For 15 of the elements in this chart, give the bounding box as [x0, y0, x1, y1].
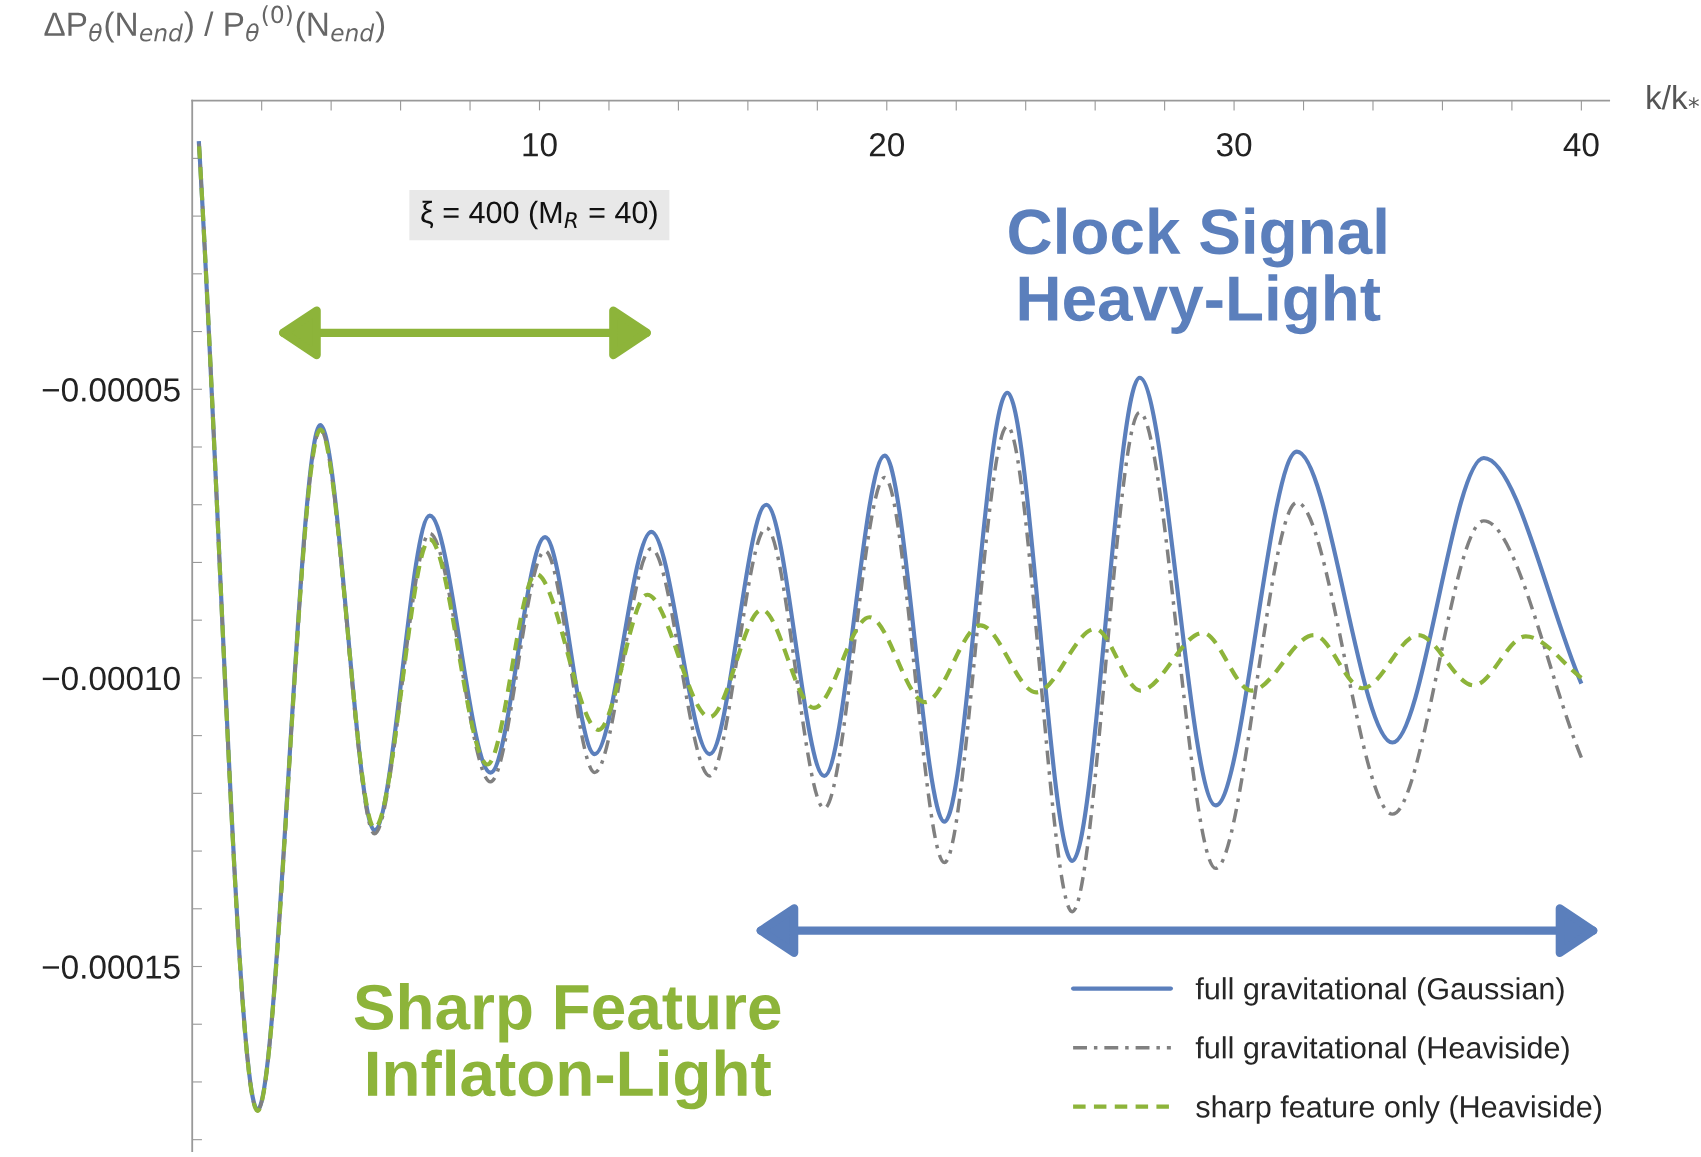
annotation: Clock Signal Heavy-Light — [1009, 207, 1386, 335]
y-tick-label: −0.00015 — [42, 955, 180, 979]
y-tick-label: −0.00005 — [42, 378, 180, 402]
x-tick-label: 40 — [1563, 132, 1599, 157]
x-tick-label: 30 — [1216, 132, 1252, 157]
y-tick-label: −0.00010 — [42, 666, 180, 691]
legend-label: full gravitational (Heaviside) — [1195, 1036, 1569, 1065]
legend-label: full gravitational (Gaussian) — [1195, 977, 1564, 1006]
x-tick-label: 20 — [869, 132, 905, 157]
x-tick-label: 10 — [523, 132, 557, 157]
x-axis-title: k/k$_{*}$ — [1647, 84, 1699, 110]
text: ΔP$_{θ}$(N$_{end}$) / P$_{θ}$$^{(0)}$(N$_{end}$) — [44, 5, 385, 43]
legend-label: sharp feature only (Heaviside) — [1196, 1095, 1602, 1124]
annotation: ξ = 400 (M$_{R}$ = 40) — [421, 200, 657, 230]
annotation: Sharp Feature Inflaton-Light — [354, 982, 781, 1110]
